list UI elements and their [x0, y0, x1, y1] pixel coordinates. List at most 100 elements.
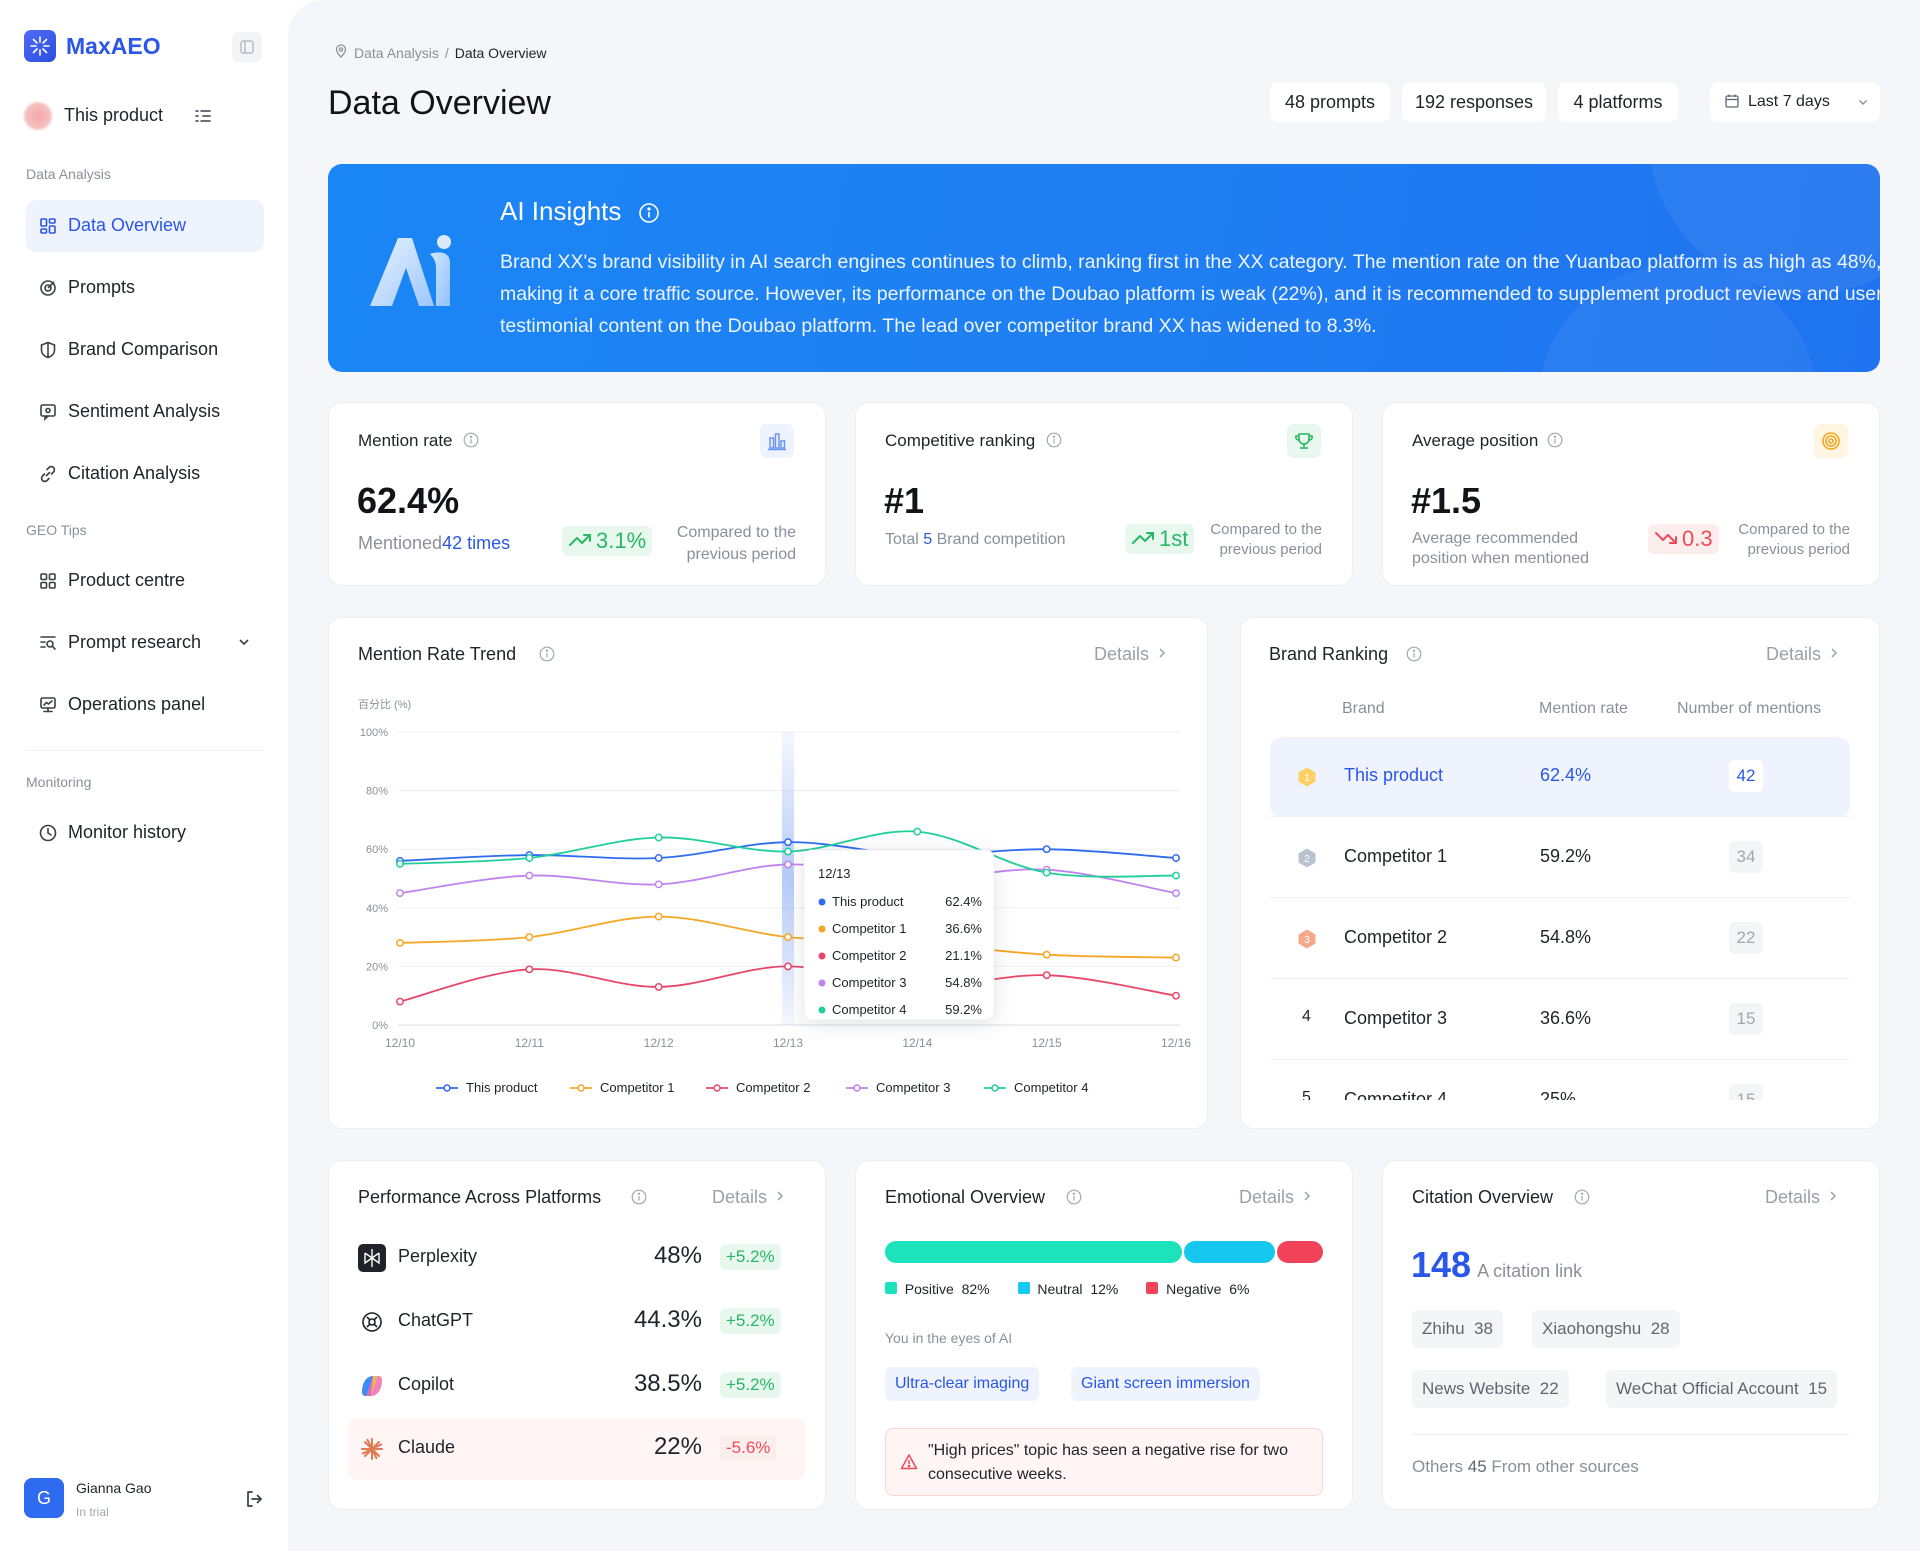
legend-label: Competitor 2: [736, 1080, 810, 1095]
card-title: Average position: [1412, 431, 1539, 450]
trend-details-link[interactable]: Details: [1094, 644, 1169, 665]
other-sources: Others 45 From other sources: [1412, 1457, 1639, 1476]
sidebar-item-product-centre[interactable]: Product centre: [26, 555, 264, 607]
section-label-geo-tips: GEO Tips: [26, 522, 87, 538]
compare-label: Compared to the previous period: [1210, 521, 1322, 558]
info-icon[interactable]: [1066, 1189, 1082, 1205]
rank-number: 4: [1302, 1008, 1311, 1025]
rank-badge-silver-icon: 2: [1296, 847, 1318, 874]
sidebar-divider: [26, 750, 264, 751]
platform-row-claude[interactable]: Claude 22% -5.6%: [348, 1418, 806, 1480]
citation-details-link[interactable]: Details: [1765, 1187, 1840, 1208]
x-tick-label: 12/12: [644, 1036, 674, 1050]
collapse-sidebar-button[interactable]: [232, 32, 262, 62]
tooltip-marker: [818, 979, 826, 987]
sidebar-item-label: Data Overview: [68, 215, 187, 235]
brand-ranking-list: 1 This product 62.4% 42 2 Competitor 1 5…: [1240, 735, 1880, 1100]
logout-icon[interactable]: [243, 1488, 265, 1510]
column-header-mentions: Number of mentions: [1677, 700, 1822, 717]
avatar[interactable]: G: [24, 1478, 64, 1518]
info-icon[interactable]: [463, 432, 479, 448]
eyes-of-ai-label: You in the eyes of AI: [885, 1330, 1013, 1346]
sidebar-item-brand-comparison[interactable]: Brand Comparison: [26, 324, 264, 376]
x-tick-label: 12/10: [385, 1036, 415, 1050]
legend-marker: [991, 1084, 999, 1092]
table-row[interactable]: 2 Competitor 1 59.2% 34: [1270, 818, 1850, 898]
ranking-details-link[interactable]: Details: [1766, 644, 1841, 665]
ai-tag[interactable]: Ultra-clear imaging: [885, 1367, 1040, 1401]
data-point: [784, 860, 792, 869]
table-row[interactable]: 1 This product 62.4% 42: [1270, 737, 1850, 817]
calendar-icon: [1724, 93, 1740, 114]
product-selector[interactable]: This product: [64, 105, 164, 125]
card-title: Performance Across Platforms: [358, 1187, 602, 1207]
date-range-select[interactable]: Last 7 days: [1710, 82, 1880, 122]
platforms-details-link[interactable]: Details: [712, 1187, 787, 1208]
info-icon[interactable]: [1046, 432, 1062, 448]
target-icon: [1814, 424, 1848, 458]
sidebar-item-sentiment-analysis[interactable]: Sentiment Analysis: [26, 386, 264, 438]
info-icon[interactable]: [638, 202, 660, 229]
data-point: [525, 965, 534, 974]
tooltip-series-value: 36.6%: [945, 921, 982, 936]
chevron-right-icon: [773, 1187, 787, 1208]
sidebar-item-prompts[interactable]: Prompts: [26, 262, 264, 314]
data-point: [1172, 889, 1180, 898]
sidebar-item-data-overview[interactable]: Data Overview: [26, 200, 264, 252]
breadcrumb-link[interactable]: Data Analysis: [354, 44, 439, 61]
breadcrumb: Data Analysis / Data Overview: [334, 44, 547, 61]
ai-insights-banner: [328, 164, 1880, 372]
emotional-details-link[interactable]: Details: [1239, 1187, 1314, 1208]
info-icon[interactable]: [631, 1189, 647, 1205]
copilot-icon: [358, 1372, 386, 1400]
data-point: [784, 962, 792, 971]
data-point: [654, 912, 663, 921]
card-title: Emotional Overview: [885, 1187, 1046, 1207]
responses-count-chip: 192 responses: [1402, 82, 1546, 122]
data-point: [396, 889, 404, 898]
sidebar-item-citation-analysis[interactable]: Citation Analysis: [26, 448, 264, 500]
data-point: [525, 854, 534, 862]
table-row[interactable]: 4 Competitor 3 36.6% 15: [1270, 980, 1850, 1060]
data-point: [1042, 868, 1051, 877]
y-tick-label: 40%: [366, 903, 388, 915]
rank-badge-bronze-icon: 3: [1296, 928, 1318, 955]
date-range-value: Last 7 days: [1748, 93, 1830, 110]
source-tag-wechat[interactable]: WeChat Official Account 15: [1606, 1370, 1838, 1408]
compare-label: Compared to the previous period: [676, 524, 796, 563]
chevron-right-icon: [1300, 1187, 1314, 1208]
table-row[interactable]: 5 Competitor 4 25% 15: [1270, 1061, 1850, 1100]
source-tag-zhihu[interactable]: Zhihu 38: [1412, 1310, 1503, 1348]
table-row[interactable]: 3 Competitor 2 54.8% 22: [1270, 899, 1850, 979]
ai-tag[interactable]: Giant screen immersion: [1071, 1367, 1260, 1401]
list-icon[interactable]: [193, 106, 213, 126]
x-tick-label: 12/15: [1032, 1036, 1062, 1050]
data-point: [1042, 971, 1051, 980]
platform-row-copilot[interactable]: Copilot 38.5% +5.2%: [348, 1356, 806, 1416]
sidebar-item-prompt-research[interactable]: Prompt research: [26, 617, 264, 669]
source-tag-news-website[interactable]: News Website 22: [1412, 1370, 1569, 1408]
legend-marker: [443, 1084, 451, 1092]
info-icon[interactable]: [1547, 432, 1563, 448]
legend-label: Competitor 3: [876, 1080, 950, 1095]
data-point: [396, 939, 404, 947]
chart-tooltip: [803, 849, 995, 1021]
info-icon[interactable]: [1574, 1189, 1590, 1205]
platform-row-chatgpt[interactable]: ChatGPT 44.3% +5.2%: [348, 1292, 806, 1352]
sidebar-item-label: Prompts: [68, 277, 136, 297]
average-position-value: #1.5: [1411, 480, 1482, 521]
trophy-icon: [1287, 424, 1321, 458]
mention-count: 15: [1729, 1003, 1763, 1035]
info-icon[interactable]: [539, 646, 555, 662]
apps-icon: [38, 571, 58, 591]
platform-row-perplexity[interactable]: Perplexity 48% +5.2%: [348, 1228, 806, 1288]
data-point: [396, 997, 404, 1006]
mention-count: 34: [1729, 841, 1763, 873]
sidebar-item-operations-panel[interactable]: Operations panel: [26, 679, 264, 731]
sidebar-item-monitor-history[interactable]: Monitor history: [26, 807, 264, 859]
legend-marker: [713, 1084, 721, 1092]
info-icon[interactable]: [1406, 646, 1422, 662]
source-tag-xiaohongshu[interactable]: Xiaohongshu 28: [1532, 1310, 1680, 1348]
data-point: [784, 933, 792, 942]
chevron-right-icon: [1826, 1187, 1840, 1208]
